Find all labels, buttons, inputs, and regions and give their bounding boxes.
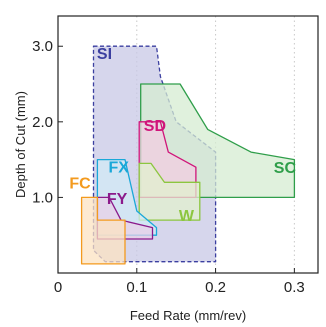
axis-ticks: 0 0.1 0.2 0.3 1.0 2.0 3.0 [32, 38, 305, 296]
y-axis-title: Depth of Cut (mm) [13, 91, 28, 198]
region-label-fy: FY [107, 191, 128, 208]
region-label-w: W [179, 208, 195, 225]
x-axis-title: Feed Rate (mm/rev) [130, 308, 246, 323]
region-label-fx: FX [108, 159, 129, 176]
plot-frame [57, 15, 319, 274]
region-label-fc: FC [69, 175, 91, 192]
x-tick-label: 0.1 [126, 279, 147, 296]
region-label-sc: SC [274, 160, 297, 177]
x-tick-label: 0.2 [205, 279, 226, 296]
y-tick-label: 3.0 [32, 38, 53, 55]
region-label-sd: SD [144, 118, 166, 135]
region-label-si: SI [97, 46, 112, 63]
y-tick-label: 1.0 [32, 189, 53, 206]
regions: SI SC SD W FX FY FC [69, 45, 297, 265]
x-tick-label: 0 [54, 279, 62, 296]
x-tick-label: 0.3 [284, 279, 305, 296]
y-tick-label: 2.0 [32, 114, 53, 131]
region-fc [80, 196, 126, 265]
